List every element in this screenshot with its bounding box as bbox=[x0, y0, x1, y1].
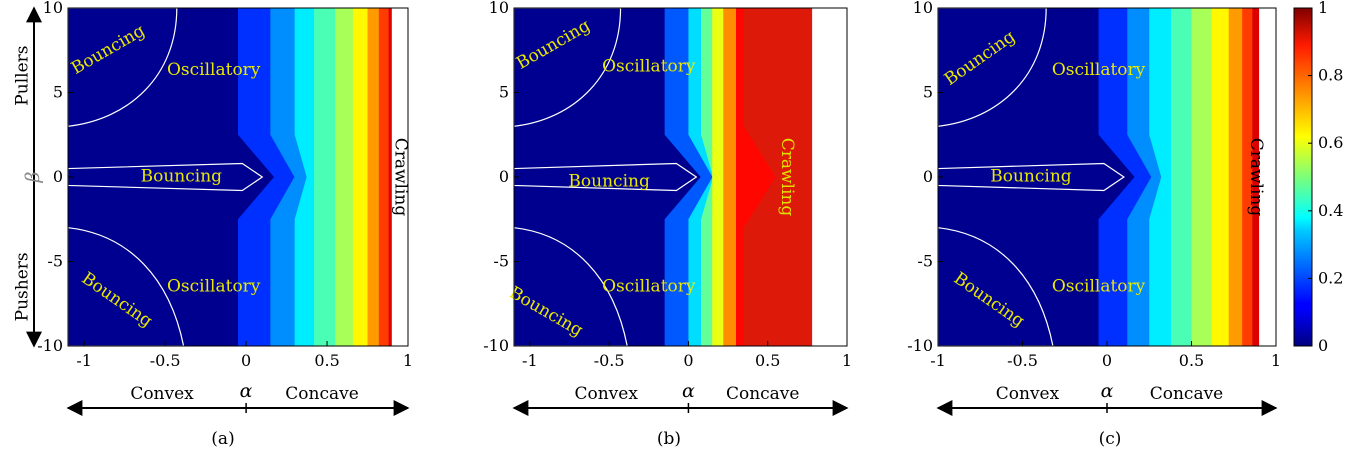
axes-a: -1 -0.5 0 0.5 1 -10 -5 0 5 10 α Convex Concave β Pulle… bbox=[13, 0, 413, 416]
subplot-label-c: (c) bbox=[1099, 429, 1122, 449]
x-tick-label: -0.5 bbox=[594, 351, 625, 370]
colorbar-tick-label: 0.8 bbox=[1318, 66, 1343, 85]
bouncing-region-bottom bbox=[513, 227, 628, 347]
panel-a: Bouncing OscillatoryBouncingOscillatoryBo… bbox=[13, 0, 414, 449]
y-tick-label: 0 bbox=[923, 167, 933, 186]
bouncing-region-top bbox=[513, 7, 622, 127]
white-region bbox=[1259, 8, 1276, 346]
contour-plot-c bbox=[937, 7, 1276, 347]
x-tick-label: 0.5 bbox=[314, 351, 339, 370]
y-tick-label: 10 bbox=[489, 0, 509, 17]
x-axis-label: α bbox=[682, 380, 695, 402]
pushers-label: Pushers bbox=[13, 252, 33, 321]
x-tick-label: 0.5 bbox=[755, 351, 780, 370]
region-label: Crawling bbox=[390, 138, 410, 217]
y-tick-label: 0 bbox=[53, 167, 63, 186]
y-tick-label: 5 bbox=[923, 83, 933, 102]
colorbar-tick-label: 0.6 bbox=[1318, 133, 1343, 152]
bouncing-region-bottom bbox=[937, 227, 1054, 347]
y-tick-label: 0 bbox=[499, 167, 509, 186]
concave-label: Concave bbox=[1150, 384, 1224, 404]
x-tick-label: 0 bbox=[683, 351, 693, 370]
convex-label: Convex bbox=[574, 384, 638, 404]
region-label: Bouncing bbox=[568, 172, 650, 192]
colorbar-tick-label: 1 bbox=[1318, 0, 1328, 17]
x-tick-label: 0 bbox=[241, 351, 251, 370]
x-tick-label: 1 bbox=[403, 351, 413, 370]
y-tick-label: 10 bbox=[43, 0, 63, 17]
panel-b: Bouncing OscillatoryBouncingOscillatoryBo… bbox=[483, 0, 852, 449]
white-region bbox=[391, 8, 408, 346]
white-region bbox=[812, 8, 847, 346]
colorbar: 0 0.2 0.4 0.6 0.8 1 bbox=[1293, 0, 1343, 355]
x-tick-label: 0.5 bbox=[1179, 351, 1204, 370]
colorbar-tick-label: 0.4 bbox=[1318, 201, 1343, 220]
x-tick-label: -0.5 bbox=[150, 351, 181, 370]
y-tick-label: -10 bbox=[483, 336, 509, 355]
pullers-label: Pullers bbox=[13, 46, 33, 106]
y-tick-label: -10 bbox=[907, 336, 933, 355]
region-label: Crawling bbox=[1246, 138, 1266, 217]
region-label: Oscillatory bbox=[167, 276, 261, 296]
bouncing-region-top bbox=[937, 7, 1047, 127]
subplot-label-b: (b) bbox=[657, 429, 681, 449]
panel-c: Bouncing OscillatoryBouncingOscillatoryBo… bbox=[907, 0, 1281, 449]
concave-label: Concave bbox=[285, 384, 359, 404]
contour-plot-b bbox=[513, 7, 847, 347]
y-axis-label: β bbox=[22, 171, 44, 183]
colorbar-gradient bbox=[1293, 7, 1313, 347]
x-tick-label: 0 bbox=[1102, 351, 1112, 370]
concave-label: Concave bbox=[726, 384, 800, 404]
region-label: Oscillatory bbox=[602, 57, 696, 77]
y-tick-label: 5 bbox=[499, 83, 509, 102]
axes-c: -1 -0.5 0 0.5 1 -10 -5 0 5 10 α Convex Concave bbox=[907, 0, 1281, 416]
contour-plot-a bbox=[67, 7, 408, 347]
y-tick-label: 5 bbox=[53, 83, 63, 102]
x-tick-label: -1 bbox=[522, 351, 538, 370]
x-tick-label: -1 bbox=[930, 351, 946, 370]
x-axis-label: α bbox=[240, 380, 253, 402]
x-tick-label: 1 bbox=[842, 351, 852, 370]
x-axis-label: α bbox=[1101, 380, 1114, 402]
y-tick-label: -5 bbox=[47, 252, 63, 271]
region-label: Crawling bbox=[777, 138, 797, 217]
convex-label: Convex bbox=[996, 384, 1060, 404]
x-tick-label: -1 bbox=[76, 351, 92, 370]
region-label: Bouncing bbox=[990, 167, 1072, 187]
region-label: Oscillatory bbox=[1052, 60, 1146, 80]
subplot-label-a: (a) bbox=[211, 429, 234, 449]
y-tick-label: 10 bbox=[913, 0, 933, 17]
colorbar-tick-label: 0.2 bbox=[1318, 268, 1343, 287]
region-label: Oscillatory bbox=[602, 276, 696, 296]
axes-b: -1 -0.5 0 0.5 1 -10 -5 0 5 10 α Convex Concave bbox=[483, 0, 852, 416]
colorbar-tick-label: 0 bbox=[1318, 336, 1328, 355]
bouncing-region-bottom bbox=[67, 227, 185, 347]
x-tick-label: 1 bbox=[1271, 351, 1281, 370]
colorbar-ticks: 0 0.2 0.4 0.6 0.8 1 bbox=[1308, 0, 1343, 355]
region-label: Bouncing bbox=[141, 167, 223, 187]
region-label: Oscillatory bbox=[1052, 276, 1146, 296]
convex-label: Convex bbox=[130, 384, 194, 404]
bouncing-region-top bbox=[67, 7, 178, 127]
region-label: Oscillatory bbox=[167, 60, 261, 80]
y-tick-label: -10 bbox=[37, 336, 63, 355]
y-tick-label: -5 bbox=[493, 252, 509, 271]
y-tick-label: -5 bbox=[917, 252, 933, 271]
x-tick-label: -0.5 bbox=[1007, 351, 1038, 370]
